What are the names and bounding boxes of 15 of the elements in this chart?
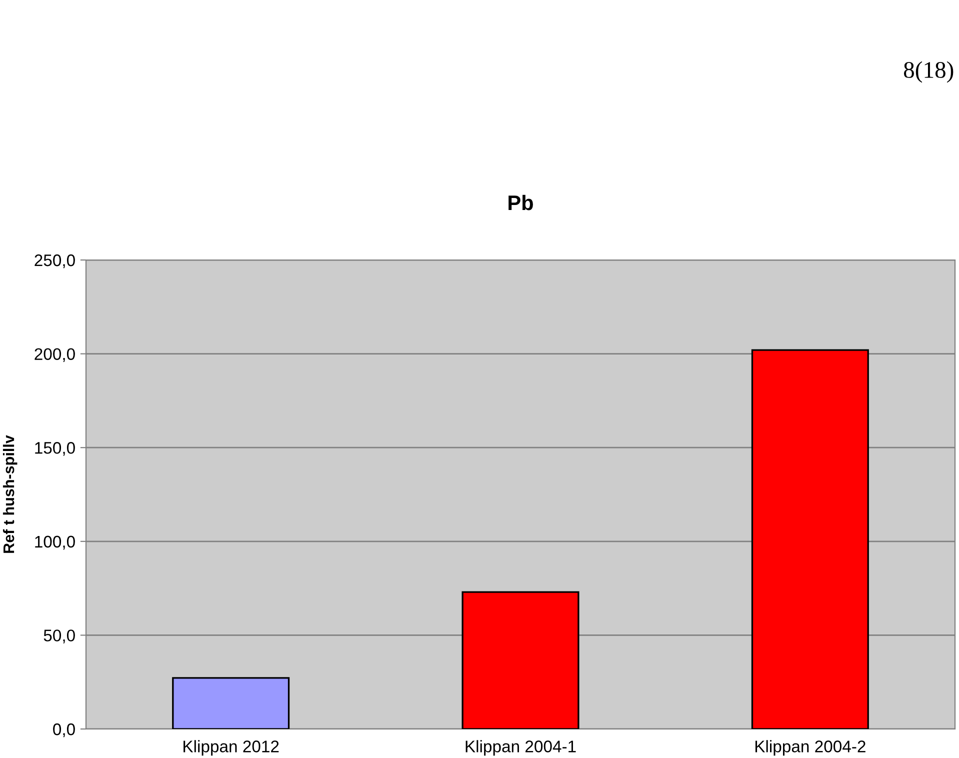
y-tick-label: 250,0	[34, 254, 75, 268]
bar	[462, 591, 580, 729]
x-tick-label: Klippan 2004-2	[755, 740, 866, 756]
y-axis-title: Ref t hush-spillv	[2, 435, 18, 553]
bar	[172, 677, 290, 729]
bar	[751, 349, 869, 729]
y-tick-label: 100,0	[35, 536, 75, 550]
x-tick-label: Klippan 2004-1	[466, 740, 576, 756]
y-tick-label: 200,0	[34, 348, 75, 362]
y-tick-label: 150,0	[35, 442, 75, 456]
text: 8(18)	[904, 61, 954, 83]
chart-title: Pb	[508, 194, 533, 210]
y-tick-label: 0,0	[53, 723, 75, 738]
y-tick-label: 50,0	[44, 630, 75, 644]
x-tick-label: Klippan 2012	[184, 740, 279, 756]
